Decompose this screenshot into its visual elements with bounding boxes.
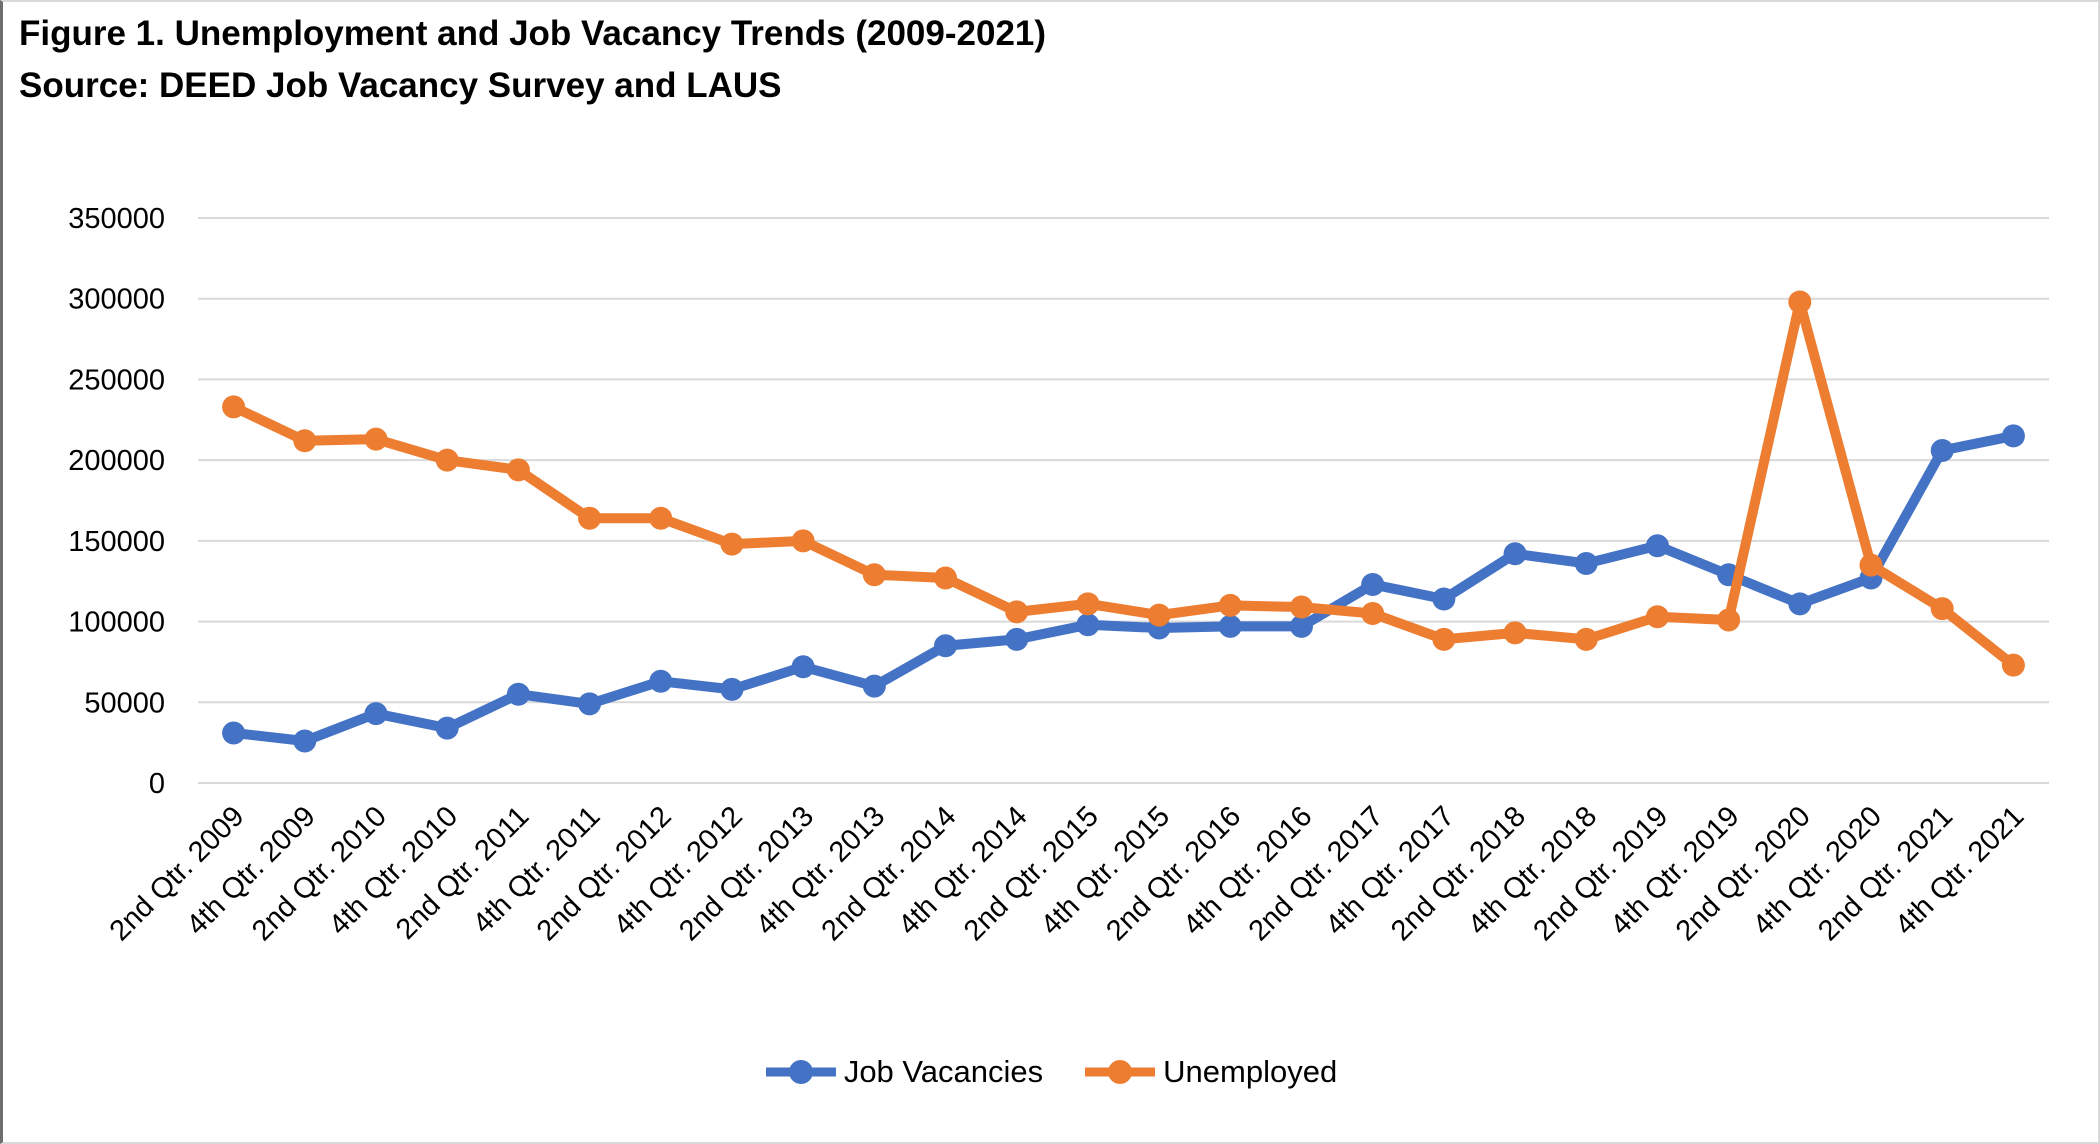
data-point-unemployed [1503, 621, 1527, 645]
legend-marker-job-vacancies [765, 1060, 836, 1084]
line-chart-plot-area: 0 50000 100000 150000 200000 250000 300000 3500… [68, 203, 2049, 947]
data-point-job-vacancies [1930, 438, 1954, 462]
data-point-job-vacancies [1503, 542, 1527, 566]
data-point-unemployed [578, 506, 602, 530]
data-point-unemployed [1645, 605, 1669, 629]
y-axis-tick-label: 300000 [68, 284, 165, 316]
data-point-unemployed [934, 566, 958, 590]
data-point-unemployed [1930, 597, 1954, 621]
data-point-job-vacancies [720, 677, 744, 701]
data-point-job-vacancies [1289, 614, 1313, 638]
data-point-job-vacancies [862, 674, 886, 698]
y-axis-tick-label: 0 [149, 768, 165, 800]
data-point-job-vacancies [1788, 592, 1812, 616]
data-point-job-vacancies [791, 655, 815, 679]
data-point-job-vacancies [364, 702, 388, 726]
data-point-unemployed [506, 458, 530, 482]
chart-legend: Job Vacancies Unemployed [3, 1054, 2098, 1090]
data-point-job-vacancies [1432, 587, 1456, 611]
data-point-unemployed [435, 448, 459, 472]
data-point-unemployed [1361, 602, 1385, 625]
data-point-job-vacancies [222, 721, 246, 745]
data-point-unemployed [649, 506, 673, 530]
data-point-job-vacancies [1218, 614, 1242, 638]
chart-title: Figure 1. Unemployment and Job Vacancy T… [19, 14, 1047, 53]
data-point-job-vacancies [293, 729, 317, 753]
y-axis-tick-label: 50000 [84, 687, 165, 719]
data-point-unemployed [1432, 627, 1456, 651]
data-point-job-vacancies [1076, 613, 1100, 637]
data-point-unemployed [1076, 592, 1100, 616]
chart-title-block: Figure 1. Unemployment and Job Vacancy T… [19, 8, 1046, 112]
legend-marker-unemployed [1085, 1060, 1156, 1084]
data-point-unemployed [1005, 600, 1029, 624]
data-point-job-vacancies [649, 669, 673, 693]
data-point-unemployed [1788, 290, 1812, 314]
data-point-job-vacancies [1645, 534, 1669, 558]
data-point-unemployed [1147, 603, 1171, 627]
series-line-unemployed [228, 296, 2019, 671]
data-point-unemployed [1859, 553, 1883, 577]
y-axis-tick-label: 350000 [68, 203, 165, 235]
chart-source: Source: DEED Job Vacancy Survey and LAUS [19, 66, 782, 105]
data-point-unemployed [1717, 608, 1741, 632]
data-point-job-vacancies [506, 682, 530, 706]
legend-item-job-vacancies: Job Vacancies [764, 1054, 1043, 1090]
data-point-unemployed [862, 563, 886, 587]
data-point-unemployed [791, 529, 815, 553]
data-point-unemployed [364, 427, 388, 451]
data-point-unemployed [222, 395, 246, 419]
data-point-job-vacancies [934, 634, 958, 658]
y-axis-tick-label: 250000 [68, 364, 165, 396]
y-axis-tick-label: 100000 [68, 607, 165, 639]
data-point-unemployed [1218, 593, 1242, 617]
legend-label-job-vacancies: Job Vacancies [843, 1054, 1044, 1089]
data-point-unemployed [293, 429, 317, 453]
y-axis-tick-label: 200000 [68, 445, 165, 477]
data-point-job-vacancies [2001, 424, 2025, 448]
legend-item-unemployed: Unemployed [1083, 1054, 1337, 1090]
data-point-job-vacancies [1574, 551, 1598, 575]
data-point-job-vacancies [1361, 572, 1385, 596]
data-point-unemployed [1289, 595, 1313, 619]
data-point-unemployed [1574, 627, 1598, 651]
data-point-job-vacancies [578, 692, 602, 716]
data-point-job-vacancies [435, 716, 459, 740]
data-point-unemployed [2001, 653, 2025, 677]
series-line-job-vacancies [228, 430, 2019, 747]
y-axis-tick-label: 150000 [68, 526, 165, 558]
data-point-unemployed [720, 532, 744, 556]
legend-label-unemployed: Unemployed [1163, 1054, 1338, 1089]
data-point-job-vacancies [1005, 627, 1029, 651]
